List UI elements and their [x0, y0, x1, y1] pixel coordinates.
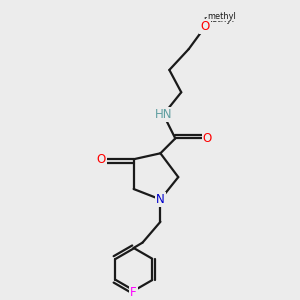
- Text: O: O: [200, 20, 210, 33]
- Text: O: O: [200, 20, 210, 33]
- Text: methyl: methyl: [207, 12, 236, 21]
- Text: N: N: [156, 193, 165, 206]
- Text: methyl: methyl: [203, 15, 234, 24]
- Text: O: O: [203, 132, 212, 145]
- Text: F: F: [130, 286, 137, 299]
- Text: HN: HN: [154, 108, 172, 121]
- Text: O: O: [97, 153, 106, 166]
